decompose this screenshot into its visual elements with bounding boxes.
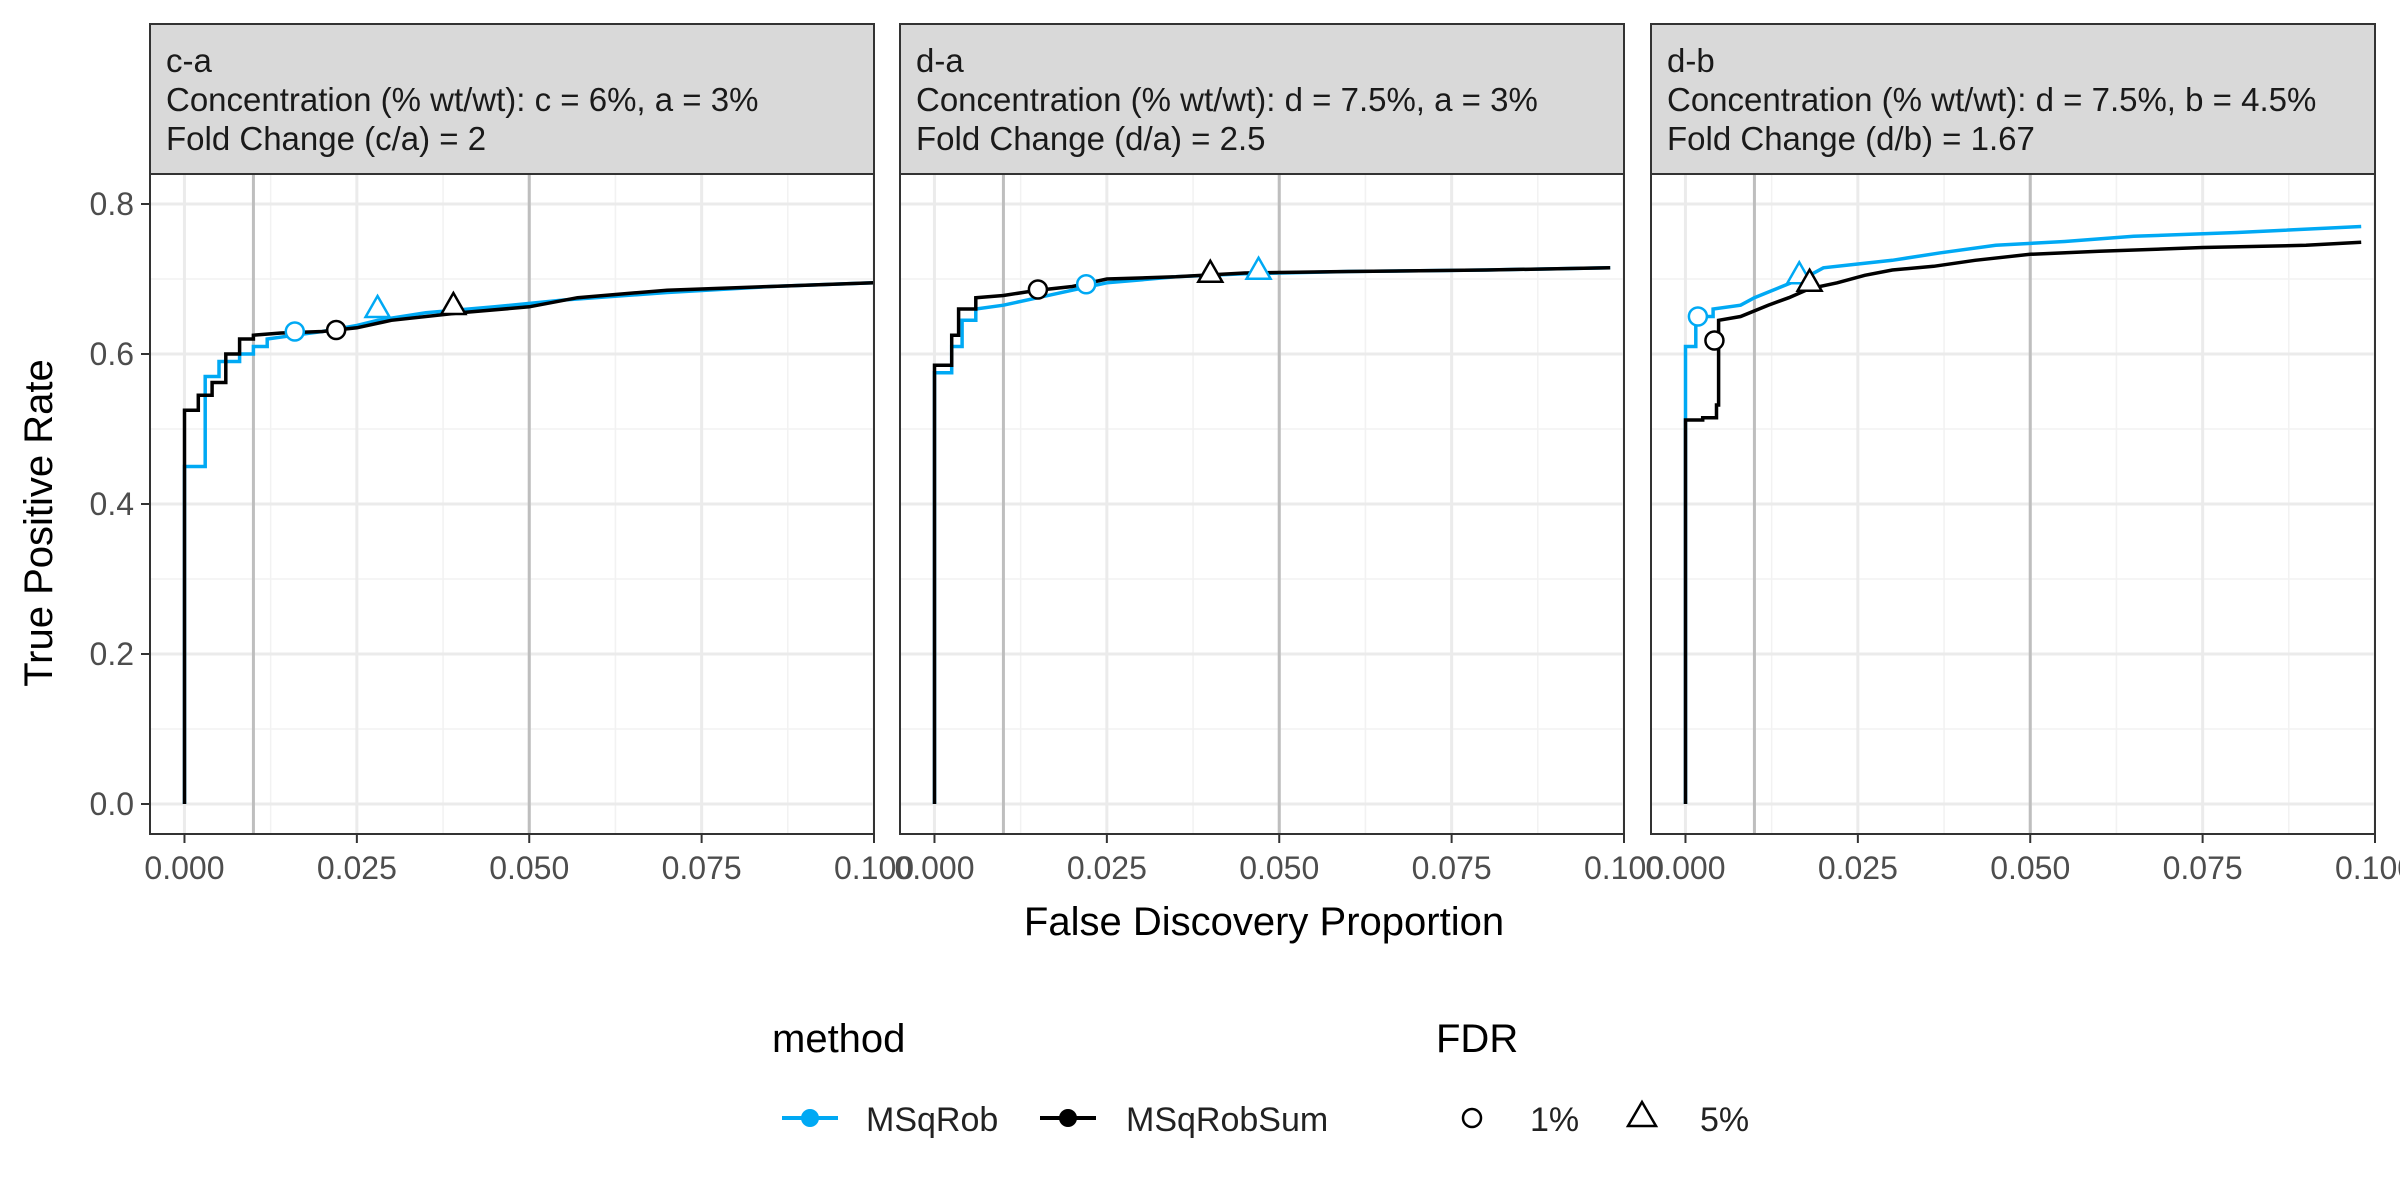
strip-text-line: Concentration (% wt/wt): d = 7.5%, a = 3… — [916, 81, 1538, 118]
fdr-marker-5pct-msqrob — [1244, 255, 1273, 280]
panel-border — [1650, 173, 2376, 835]
panel-strip — [1650, 23, 2376, 175]
y-tick-label: 0.0 — [90, 786, 134, 822]
x-tick-label: 0.050 — [1990, 850, 2070, 886]
x-tick-label: 0.100 — [1584, 850, 1664, 886]
plot-area — [1651, 174, 2375, 834]
strip-text-line: Fold Change (c/a) = 2 — [166, 120, 486, 157]
x-tick-label: 0.050 — [1239, 850, 1319, 886]
series-line-msqrob — [182, 281, 874, 804]
legend-key-fdr-1pct — [1461, 1107, 1483, 1129]
plot-area — [150, 174, 874, 834]
x-tick-label: 0.000 — [1645, 850, 1725, 886]
y-axis-title: True Positive Rate — [17, 359, 61, 687]
strip-text-line: d-a — [916, 42, 964, 79]
y-tick-label: 0.2 — [90, 636, 134, 672]
x-tick-label: 0.075 — [2163, 850, 2243, 886]
y-tick-label: 0.4 — [90, 486, 134, 522]
plot-area — [900, 174, 1624, 834]
fdr-marker-1pct-msqrobsum — [1704, 330, 1725, 351]
panel-border — [899, 173, 1625, 835]
panel-strip — [899, 23, 1625, 175]
legend-label-fdr-5pct: 5% — [1700, 1101, 1749, 1139]
strip-text-line: Concentration (% wt/wt): c = 6%, a = 3% — [166, 81, 758, 118]
legend-label-msqrob: MSqRob — [866, 1101, 998, 1139]
legend-key-msqrob — [782, 1109, 838, 1127]
strip-text-line: Fold Change (d/a) = 2.5 — [916, 120, 1265, 157]
x-tick-label: 0.075 — [662, 850, 742, 886]
fdr-marker-5pct-msqrobsum — [439, 290, 468, 316]
legend-method-title: method — [772, 1017, 905, 1061]
x-tick-label: 0.000 — [894, 850, 974, 886]
x-tick-label: 0.000 — [144, 850, 224, 886]
legend-key-fdr-5pct — [1625, 1099, 1659, 1128]
x-tick-label: 0.025 — [317, 850, 397, 886]
series-line-msqrobsum — [932, 266, 1611, 804]
series-line-msqrobsum — [182, 281, 874, 804]
x-tick-label: 0.100 — [834, 850, 914, 886]
fdr-marker-5pct-msqrobsum — [1196, 258, 1225, 283]
x-tick-label: 0.050 — [489, 850, 569, 886]
x-tick-label: 0.075 — [1412, 850, 1492, 886]
fdr-marker-1pct-msqrobsum — [325, 319, 347, 341]
legend-label-fdr-1pct: 1% — [1530, 1101, 1579, 1139]
fdr-marker-1pct-msqrobsum — [1027, 279, 1049, 300]
strip-text-line: d-b — [1667, 42, 1715, 79]
x-tick-label: 0.100 — [2335, 850, 2400, 886]
legend-label-msqrobsum: MSqRobSum — [1126, 1101, 1328, 1139]
y-tick-label: 0.6 — [90, 336, 134, 372]
fdr-marker-5pct-msqrobsum — [1795, 267, 1824, 292]
panel-strip — [149, 23, 875, 175]
legend: method FDR MSqRob MSqRobSum 1% 5% — [772, 1017, 1749, 1139]
fdr-marker-1pct-msqrob — [284, 321, 306, 342]
x-tick-label: 0.025 — [1818, 850, 1898, 886]
fdr-marker-5pct-msqrob — [363, 293, 392, 319]
fdr-marker-1pct-msqrob — [1075, 274, 1097, 295]
series-line-msqrobsum — [1683, 240, 2362, 804]
x-axis-title: False Discovery Proportion — [1024, 900, 1504, 944]
strip-text-line: Fold Change (d/b) = 1.67 — [1667, 120, 2035, 157]
strip-text-line: c-a — [166, 42, 212, 79]
y-tick-label: 0.8 — [90, 186, 134, 222]
strip-text-line: Concentration (% wt/wt): d = 7.5%, b = 4… — [1667, 81, 2316, 118]
x-tick-label: 0.025 — [1067, 850, 1147, 886]
legend-key-msqrobsum — [1040, 1109, 1096, 1127]
legend-fdr-title: FDR — [1436, 1017, 1518, 1061]
fdr-marker-1pct-msqrob — [1687, 306, 1709, 327]
